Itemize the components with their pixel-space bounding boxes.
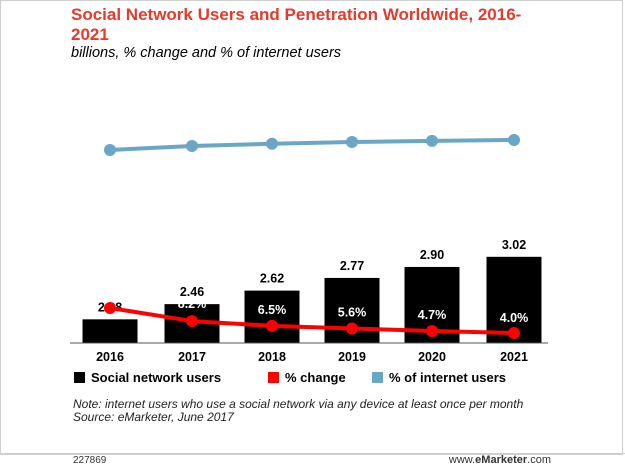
- penetration-point-2020: [426, 134, 438, 147]
- penetration-label-2019: 72.4%: [334, 151, 369, 165]
- change-label-2021: 4.0%: [500, 311, 529, 325]
- legend-label-2: % of internet users: [389, 370, 506, 385]
- bar-2018: [244, 290, 300, 343]
- legend-swatch-1: [268, 372, 279, 383]
- change-point-2018: [266, 319, 278, 332]
- chart-id: 227869: [73, 455, 107, 466]
- penetration-point-2016: [104, 144, 116, 156]
- penetration-label-2020: 72.8%: [414, 150, 449, 164]
- x-tick-2020: 2020: [418, 350, 446, 364]
- x-tick-2019: 2019: [338, 350, 366, 364]
- penetration-point-2017: [186, 140, 198, 152]
- x-tick-2016: 2016: [96, 350, 124, 364]
- bar-2016: [82, 319, 138, 343]
- bar-label-2020: 2.90: [420, 248, 444, 262]
- legend-swatch-0: [74, 372, 85, 383]
- penetration-point-2019: [346, 136, 358, 148]
- change-label-2016: 12.8%: [92, 284, 127, 298]
- penetration-label-2021: 73.1%: [496, 148, 531, 162]
- bar-label-2019: 2.77: [340, 259, 364, 273]
- x-tick-2021: 2021: [500, 350, 528, 364]
- change-line: [109, 306, 515, 335]
- footer-divider: [0, 453, 625, 454]
- change-point-2016: [104, 302, 116, 314]
- bar-label-2017: 2.46: [180, 285, 204, 299]
- change-point-2019: [346, 322, 358, 335]
- penetration-label-2017: 71.0%: [174, 157, 209, 171]
- legend-label-0: Social network users: [91, 370, 221, 385]
- chart-note: Note: internet users who use a social ne…: [73, 398, 543, 424]
- bar-label-2018: 2.62: [260, 272, 284, 286]
- url-prefix: www.: [448, 454, 476, 466]
- x-tick-2018: 2018: [258, 350, 286, 364]
- change-point-2020: [426, 325, 438, 338]
- penetration-point-2021: [508, 134, 520, 146]
- note-text: Note: internet users who use a social ne…: [73, 397, 524, 411]
- penetration-label-2016: 69.6%: [92, 162, 127, 176]
- change-label-2019: 5.6%: [338, 305, 367, 319]
- chart-frame: [0, 0, 623, 455]
- penetration-point-2018: [266, 137, 278, 150]
- change-label-2017: 8.2%: [178, 297, 207, 311]
- bar-label-2021: 3.02: [502, 238, 526, 252]
- url-brand: eMarketer: [475, 454, 528, 466]
- change-label-2018: 6.5%: [258, 303, 287, 317]
- penetration-line: [109, 138, 515, 152]
- x-tick-2017: 2017: [178, 350, 206, 364]
- legend-swatch-2: [372, 372, 383, 383]
- chart-subtitle: billions, % change and % of internet use…: [71, 45, 342, 61]
- change-label-2020: 4.7%: [418, 308, 447, 322]
- url-suffix: .com: [527, 454, 551, 466]
- site-link[interactable]: www.eMarketer.com: [449, 454, 551, 466]
- change-point-2017: [186, 315, 198, 328]
- legend-label-1: % change: [285, 370, 346, 385]
- penetration-label-2018: 71.8%: [254, 154, 289, 168]
- change-point-2021: [508, 327, 520, 339]
- source-text: Source: eMarketer, June 2017: [73, 410, 234, 424]
- chart-title: Social Network Users and Penetration Wor…: [71, 5, 522, 44]
